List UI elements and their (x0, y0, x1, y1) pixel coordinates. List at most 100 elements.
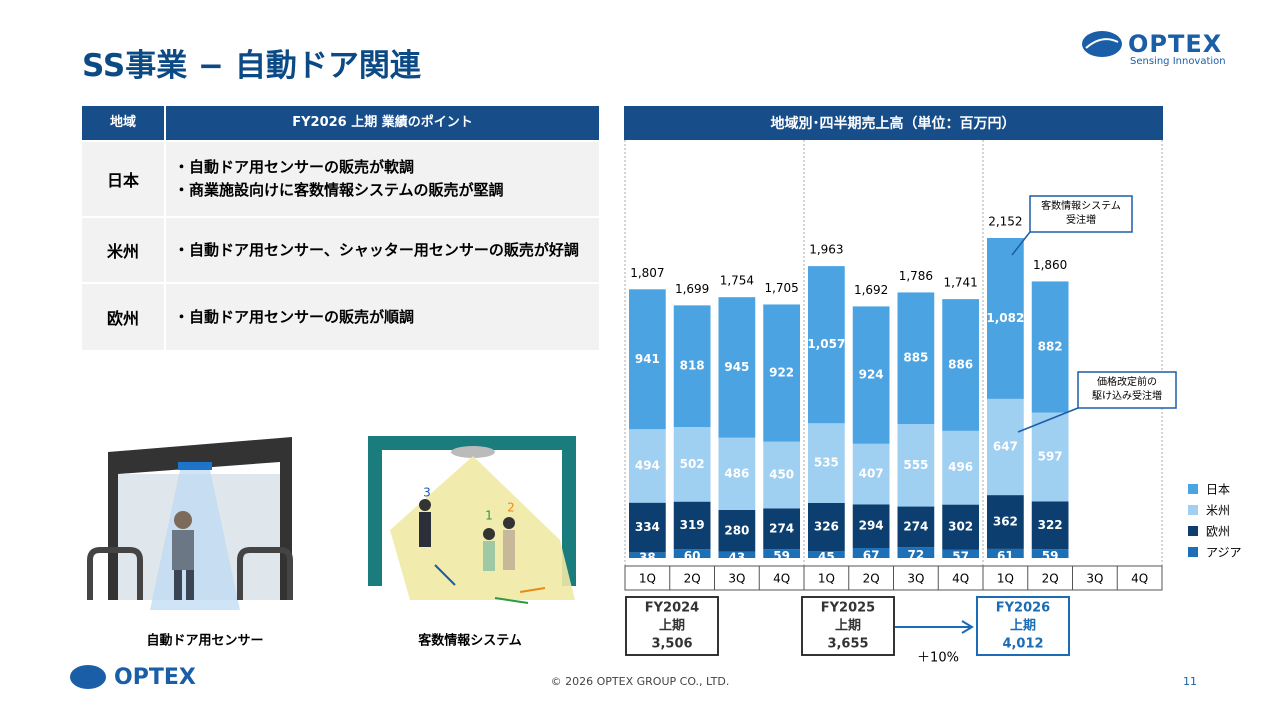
x-tick-label: 4Q (952, 572, 969, 586)
bar-segment (808, 423, 845, 503)
annotation-text: 価格改定前の (1097, 375, 1157, 388)
bar-segment (629, 429, 666, 503)
bar-segment (897, 547, 935, 558)
value-label: 319 (680, 518, 705, 532)
region-cell: 欧州 (82, 284, 164, 350)
bar-segment (987, 398, 1024, 496)
bar-segment (763, 508, 800, 550)
value-label: 72 (908, 548, 925, 562)
bar-segment (852, 443, 890, 505)
x-tick-label: 2Q (863, 572, 880, 586)
x-tick-label: 4Q (1131, 572, 1148, 586)
value-label: 57 (952, 549, 969, 563)
bar-segment (808, 502, 845, 552)
bar-segment (897, 292, 935, 425)
bar-segment (673, 549, 711, 558)
value-label: 43 (729, 550, 746, 564)
value-label: 818 (680, 359, 705, 373)
bar-segment (852, 548, 890, 558)
figure-label: 2 (507, 501, 515, 515)
value-label: 67 (863, 549, 880, 563)
bar-segment (1031, 501, 1069, 550)
x-tick-label: 2Q (1042, 572, 1059, 586)
period-box (801, 596, 895, 656)
tagline: Sensing Innovation (1130, 56, 1226, 67)
value-label: 45 (818, 550, 835, 564)
value-label: 555 (903, 458, 928, 472)
value-label: 407 (859, 467, 884, 481)
bar-segment (987, 238, 1024, 399)
annotation-box (1029, 195, 1133, 233)
total-label: 1,807 (630, 266, 664, 280)
point: ・商業施設向けに客数情報システムの販売が堅調 (174, 181, 504, 199)
growth-label: ＋10% (917, 651, 959, 666)
caption: 客数情報システム (418, 633, 522, 649)
value-label: 274 (903, 519, 928, 533)
logo-mark (1082, 31, 1122, 57)
bar-segment (629, 289, 666, 430)
points-cell: ・自動ドア用センサー、シャッター用センサーの販売が好調 (166, 218, 599, 282)
value-label: 274 (769, 521, 794, 535)
period-text: 3,506 (651, 637, 692, 652)
value-label: 647 (993, 439, 1018, 453)
total-label: 2,152 (988, 215, 1022, 229)
value-label: 322 (1038, 518, 1063, 532)
period-text: FY2024 (645, 601, 699, 616)
annotation-text: 客数情報システム (1041, 199, 1121, 212)
value-label: 38 (639, 551, 656, 565)
value-label: 941 (635, 352, 660, 366)
legend-swatch (1188, 526, 1198, 536)
value-label: 1,057 (807, 337, 845, 351)
x-tick-label: 2Q (684, 572, 701, 586)
value-label: 280 (724, 523, 749, 537)
x-tick-label: 4Q (773, 572, 790, 586)
door-illustration (87, 437, 293, 610)
total-label: 1,705 (764, 281, 798, 295)
bar-segment (718, 297, 756, 438)
bar-segment (1031, 412, 1069, 502)
x-tick-label: 3Q (728, 572, 745, 586)
value-label: 597 (1038, 449, 1063, 463)
bar-segment (673, 501, 711, 550)
total-label: 1,963 (809, 243, 843, 257)
value-label: 922 (769, 366, 794, 380)
value-label: 326 (814, 520, 839, 534)
bar-segment (718, 509, 756, 552)
bar-segment (629, 552, 666, 558)
value-label: 59 (1042, 549, 1059, 563)
bar-segment (673, 305, 711, 427)
annotation-arrow (1017, 407, 1079, 433)
value-label: 294 (859, 519, 884, 533)
point: ・自動ドア用センサー、シャッター用センサーの販売が好調 (174, 240, 579, 259)
table-header: FY2026 上期 業績のポイント (166, 106, 599, 140)
value-label: 494 (635, 458, 660, 472)
bar-segment (718, 437, 756, 510)
points-cell: ・自動ドア用センサーの販売が軟調・商業施設向けに客数情報システムの販売が堅調 (166, 142, 599, 216)
value-label: 535 (814, 456, 839, 470)
counter-illustration (368, 436, 576, 604)
bar-segment (942, 430, 979, 505)
total-label: 1,741 (943, 276, 977, 290)
x-tick-label: 1Q (818, 572, 835, 586)
region-cell: 米州 (82, 218, 164, 282)
annotation-arrow (1011, 231, 1031, 256)
legend-label: 日本 (1206, 483, 1230, 497)
value-label: 886 (948, 357, 973, 371)
annotation-text: 受注増 (1066, 213, 1096, 226)
page-number: 11 (1183, 675, 1197, 688)
x-tick-label: 1Q (997, 572, 1014, 586)
logo: OPTEX Sensing Innovation (1080, 30, 1230, 74)
period-text: 上期 (1010, 619, 1036, 634)
annotation-text: 駆け込み受注増 (1092, 389, 1162, 402)
x-tick-label: 3Q (907, 572, 924, 586)
value-label: 1,082 (986, 311, 1024, 325)
value-label: 882 (1038, 339, 1063, 353)
caption: 自動ドア用センサー (146, 633, 263, 649)
bar-segment (897, 424, 935, 507)
bar-segment (897, 506, 935, 548)
x-tick-label: 1Q (639, 572, 656, 586)
point: ・自動ドア用センサーの販売が軟調 (174, 158, 415, 176)
period-text: 3,655 (827, 637, 868, 652)
title: SS事業 − 自動ドア関連 (82, 48, 421, 84)
